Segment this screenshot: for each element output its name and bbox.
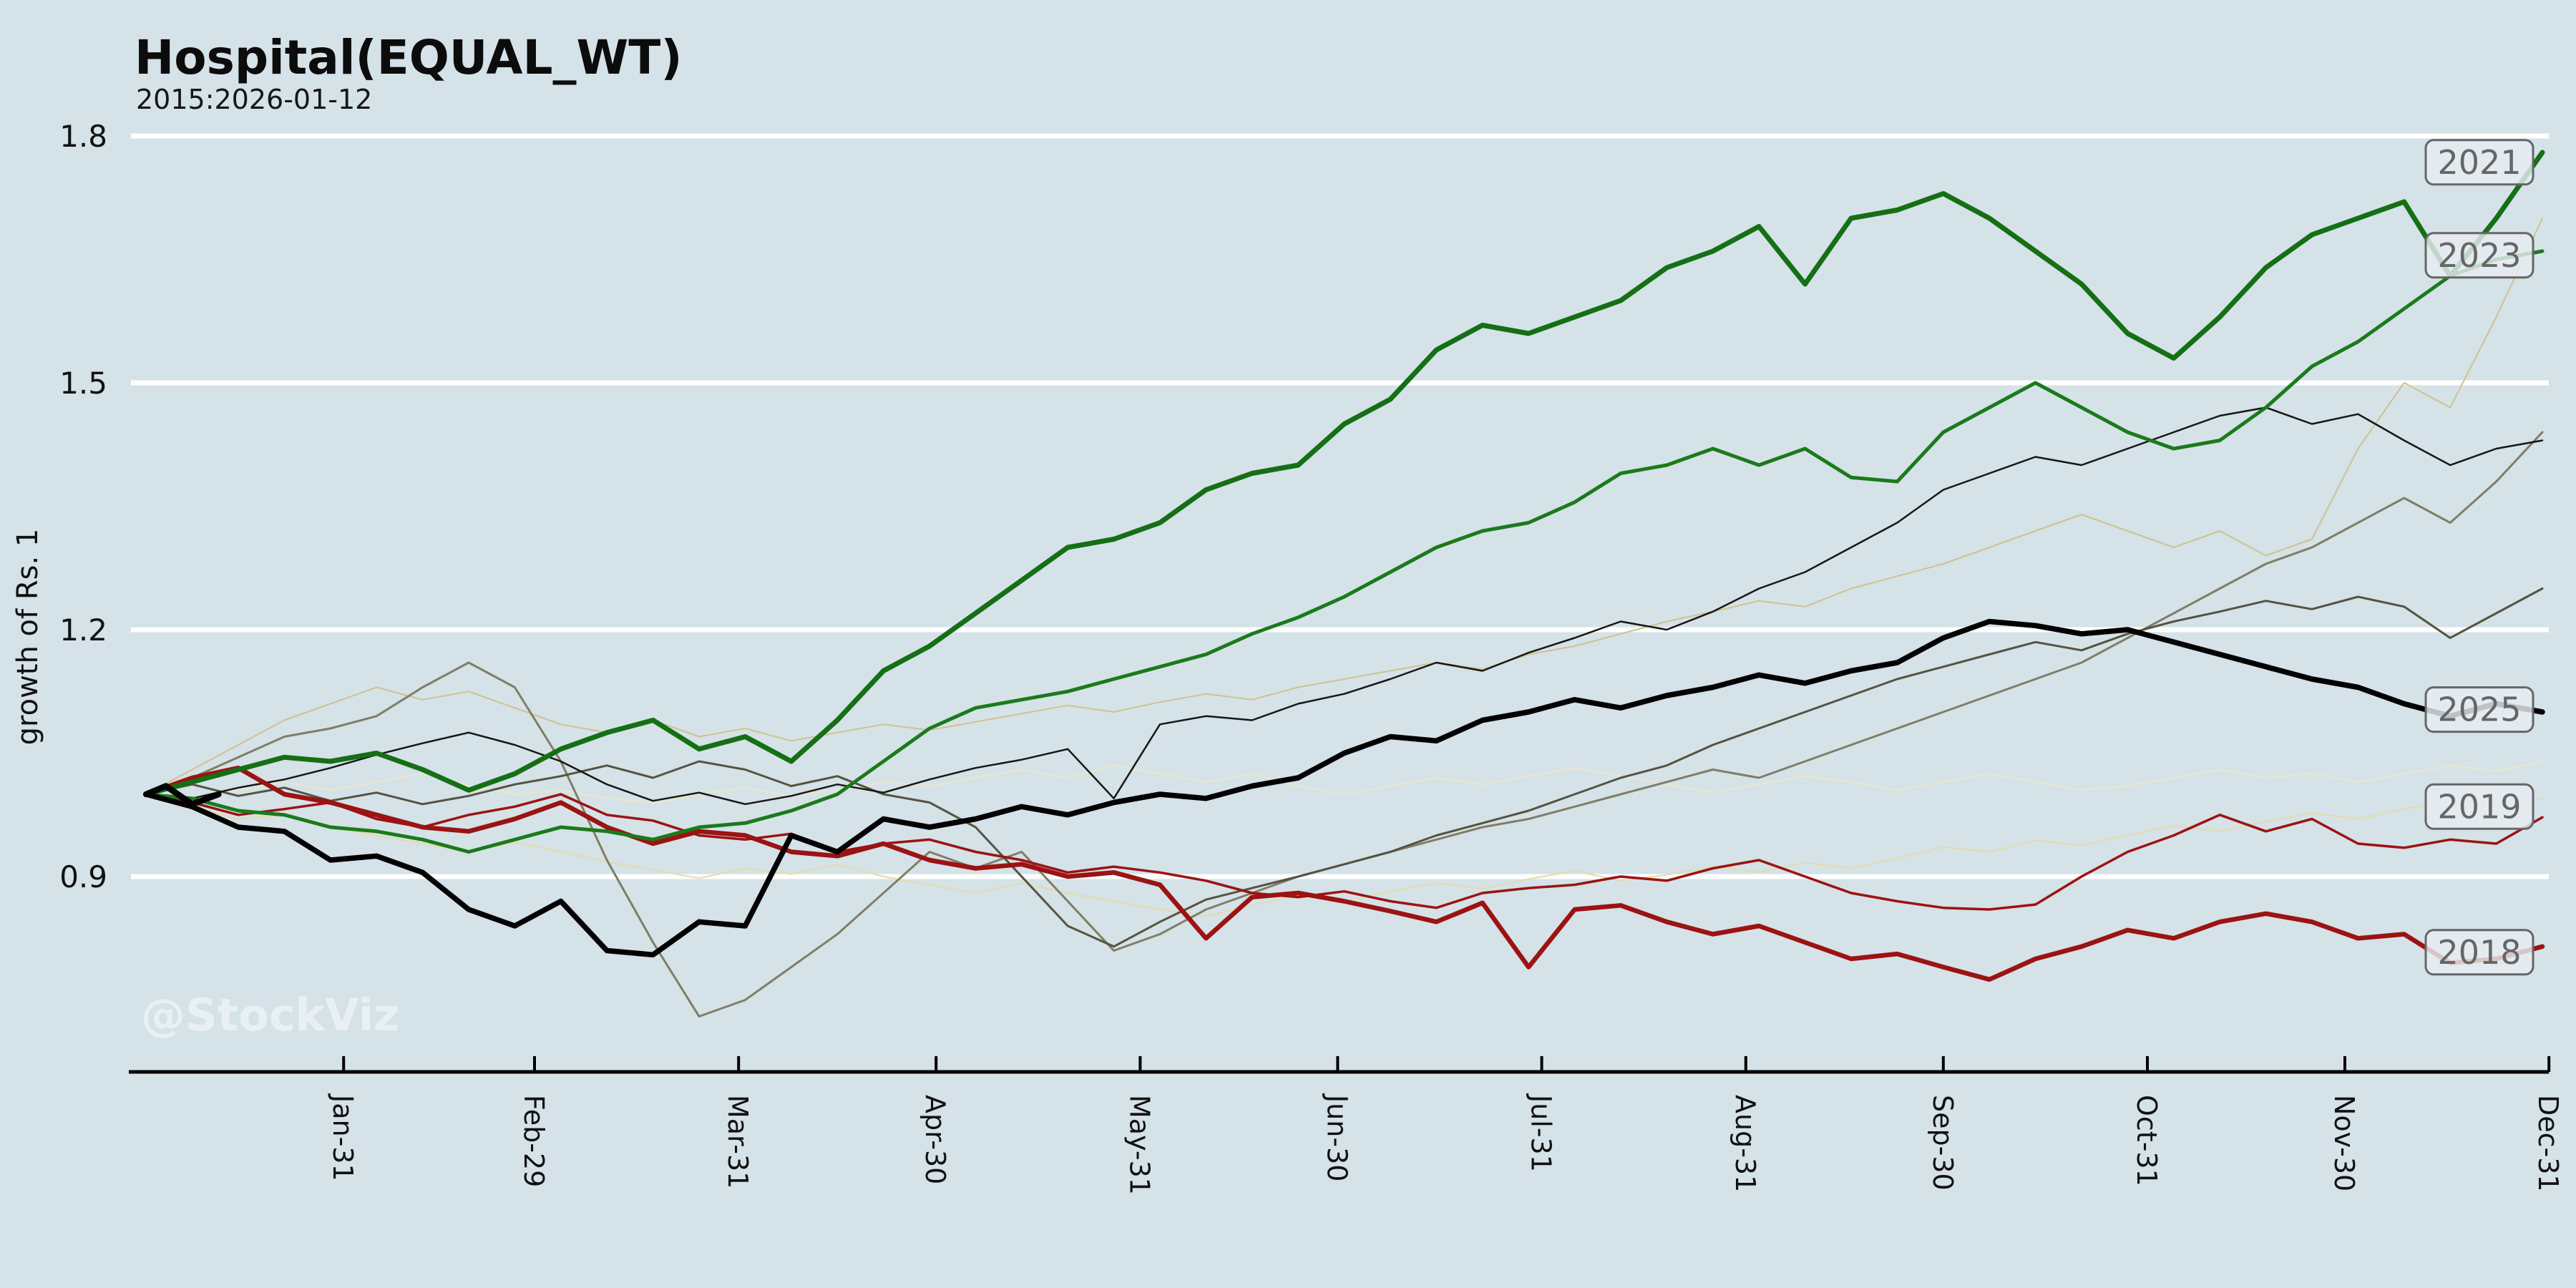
x-tick-label-Nov-30: Nov-30 [2328, 1095, 2360, 1191]
year-tag-2021: 2021 [2424, 139, 2534, 186]
year-tag-label-2023: 2023 [2437, 236, 2521, 275]
year-tag-2023: 2023 [2424, 232, 2534, 279]
x-tick-label-Jan-31: Jan-31 [327, 1093, 358, 1181]
series-line-2016 [145, 794, 2543, 917]
year-tag-label-2021: 2021 [2437, 143, 2521, 182]
page-subtitle: 2015:2026-01-12 [136, 84, 372, 115]
series-line-2015 [145, 761, 2543, 804]
x-tick-label-Sep-30: Sep-30 [1927, 1095, 1958, 1191]
year-tag-box-2023 [2424, 232, 2534, 279]
x-tick-label-Feb-29: Feb-29 [518, 1095, 550, 1187]
year-tag-box-2018 [2424, 929, 2534, 976]
year-tag-label-2018: 2018 [2437, 933, 2521, 972]
year-tag-2025: 2025 [2424, 686, 2534, 733]
stockviz-watermark: @StockViz [141, 989, 399, 1041]
series-line-2021 [143, 150, 2545, 797]
x-tick-label-Dec-31: Dec-31 [2532, 1095, 2564, 1192]
year-tags-layer: 2021 2023 2025 2019 2018 [2424, 139, 2534, 976]
year-tag-box-2025 [2424, 686, 2534, 733]
y-tick-label-0.9: 0.9 [59, 859, 107, 894]
year-tag-2019: 2019 [2424, 783, 2534, 830]
series-line-2023 [144, 249, 2545, 854]
gridlines-layer [131, 133, 2549, 879]
x-tick-label-Jul-31: Jul-31 [1526, 1093, 1557, 1172]
series-line-2019 [145, 793, 2544, 911]
series-line-2020 [145, 431, 2544, 1018]
series-line-2025 [143, 618, 2545, 958]
series-line-2026 [142, 783, 222, 808]
year-tag-box-2019 [2424, 783, 2534, 830]
y-tick-label-1.2: 1.2 [59, 613, 107, 648]
x-tick-label-Apr-30: Apr-30 [919, 1095, 951, 1184]
x-tick-label-Jun-30: Jun-30 [1321, 1093, 1352, 1181]
series-line-2017 [145, 218, 2543, 795]
series-line-2022 [145, 587, 2544, 948]
series-line-2024 [145, 406, 2544, 806]
x-tick-label-Mar-31: Mar-31 [722, 1095, 753, 1189]
y-axis-title: growth of Rs. 1 [11, 529, 44, 746]
year-tag-label-2025: 2025 [2437, 691, 2521, 729]
y-tick-label-1.8: 1.8 [59, 119, 107, 154]
series-line-2018 [143, 765, 2545, 982]
x-tick-label-May-31: May-31 [1123, 1095, 1155, 1195]
x-tick-label-Aug-31: Aug-31 [1729, 1095, 1761, 1192]
x-axis-layer: Jan-31 Feb-29 Mar-31 Apr-30 May-31 Jun-30 Jul-… [129, 1056, 2564, 1195]
year-tag-box-2021 [2424, 139, 2534, 186]
x-tick-label-Oct-31: Oct-31 [2131, 1095, 2162, 1186]
year-tag-label-2019: 2019 [2437, 787, 2521, 826]
year-tag-2018: 2018 [2424, 929, 2534, 976]
y-axis-layer: 1.8 1.5 1.2 0.9 [59, 119, 107, 894]
y-tick-label-1.5: 1.5 [59, 366, 107, 401]
series-lines-layer [142, 150, 2545, 1018]
page-title: Hospital(EQUAL_WT) [135, 30, 682, 85]
